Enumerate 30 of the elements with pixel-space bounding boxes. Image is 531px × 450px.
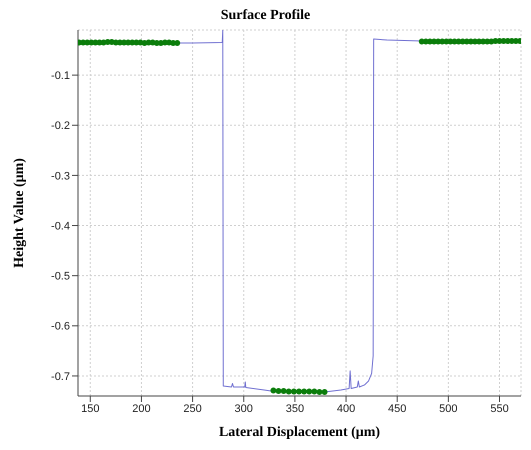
- x-tick-label: 450: [388, 402, 406, 415]
- x-tick-label: 400: [336, 402, 356, 415]
- point: [280, 388, 287, 394]
- y-tick-label: -0.5: [51, 270, 70, 283]
- y-tick-label: -0.6: [51, 320, 70, 333]
- point: [311, 388, 318, 394]
- y-axis-title: Height Value (μm): [12, 158, 27, 268]
- point: [290, 388, 297, 394]
- x-tick-label: 550: [490, 402, 509, 415]
- x-tick-label: 300: [234, 402, 253, 415]
- point: [322, 389, 328, 395]
- y-tick-label: -0.2: [51, 120, 70, 132]
- y-tick-label: -0.4: [51, 220, 70, 232]
- point: [276, 388, 282, 394]
- y-tick-label: -0.1: [51, 70, 70, 82]
- point: [286, 388, 292, 394]
- y-tick-label: -0.7: [51, 370, 70, 383]
- point: [306, 388, 312, 394]
- x-axis-title: Lateral Displacement (μm): [218, 425, 380, 440]
- x-tick-label: 250: [183, 402, 202, 415]
- point: [316, 389, 322, 395]
- point: [270, 388, 276, 394]
- y-tick-label: -0.3: [51, 170, 70, 182]
- point: [301, 388, 308, 394]
- x-tick-label: 200: [132, 402, 151, 415]
- point: [296, 388, 302, 394]
- chart-title: Surface Profile: [220, 8, 312, 25]
- x-tick-label: 500: [439, 402, 458, 415]
- x-tick-label: 150: [81, 402, 100, 415]
- x-tick-label: 350: [286, 402, 304, 415]
